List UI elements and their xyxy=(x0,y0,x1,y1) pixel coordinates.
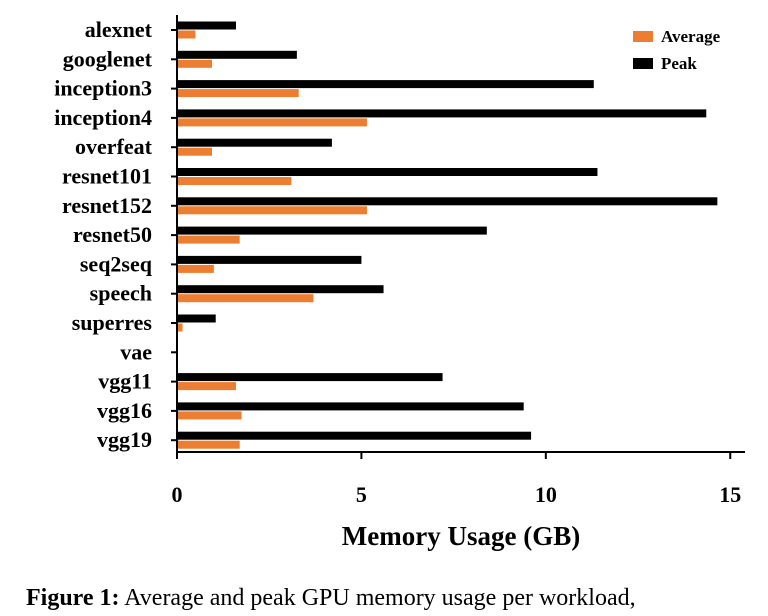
category-label-vgg16: vgg16 xyxy=(97,398,152,423)
average-bar-vgg16 xyxy=(177,411,242,420)
peak-bar-resnet50 xyxy=(177,226,487,235)
peak-bar-alexnet xyxy=(177,21,237,30)
category-labels: alexnet googlenet inception3 inception4 over… xyxy=(54,17,177,452)
category-label-vgg11: vgg11 xyxy=(98,369,152,394)
category-label-vgg19: vgg19 xyxy=(97,427,152,452)
legend-swatch-peak xyxy=(633,58,653,69)
average-bar-resnet101 xyxy=(177,177,292,185)
peak-bar-resnet152 xyxy=(177,197,718,206)
legend-label-average: Average xyxy=(661,27,721,46)
caption-text: Average and peak GPU memory usage per wo… xyxy=(124,585,636,611)
caption-label: Figure 1: xyxy=(26,585,120,611)
figure-caption: Figure 1: Average and peak GPU memory us… xyxy=(26,585,766,612)
x-tick-label-10: 10 xyxy=(535,482,557,507)
peak-bar-superres xyxy=(177,314,216,323)
average-bar-overfeat xyxy=(177,147,213,156)
average-bar-resnet50 xyxy=(177,235,240,244)
category-label-inception3: inception3 xyxy=(54,76,152,101)
category-label-resnet152: resnet152 xyxy=(62,193,152,218)
peak-bar-speech xyxy=(177,285,384,294)
legend-label-peak: Peak xyxy=(661,54,697,73)
average-bar-inception4 xyxy=(177,118,367,127)
peak-bar-inception4 xyxy=(177,109,707,118)
category-label-speech: speech xyxy=(90,281,152,306)
average-bar-googlenet xyxy=(177,59,213,68)
x-axis-title: Memory Usage (GB) xyxy=(342,521,580,551)
category-label-alexnet: alexnet xyxy=(85,17,153,42)
average-bar-resnet152 xyxy=(177,206,367,215)
category-label-vae: vae xyxy=(120,339,152,364)
x-tick-label-15: 15 xyxy=(719,482,741,507)
peak-bar-vgg19 xyxy=(177,431,532,440)
peak-bar-googlenet xyxy=(177,50,297,59)
peak-bar-vgg16 xyxy=(177,402,524,411)
average-bar-superres xyxy=(177,323,183,332)
category-label-overfeat: overfeat xyxy=(75,134,153,159)
category-label-seq2seq: seq2seq xyxy=(80,251,153,276)
peak-bar-vgg11 xyxy=(177,373,443,382)
legend-swatch-average xyxy=(633,31,653,42)
average-bar-alexnet xyxy=(177,30,196,39)
category-label-inception4: inception4 xyxy=(54,105,152,130)
average-bar-seq2seq xyxy=(177,264,214,273)
category-label-superres: superres xyxy=(72,310,153,335)
average-bar-vgg19 xyxy=(177,440,240,449)
bars-group xyxy=(177,21,718,449)
x-tick-label-0: 0 xyxy=(172,482,183,507)
peak-bar-inception3 xyxy=(177,80,594,89)
category-label-resnet50: resnet50 xyxy=(73,222,152,247)
average-bar-inception3 xyxy=(177,89,299,98)
category-label-resnet101: resnet101 xyxy=(62,164,152,189)
average-bar-vgg11 xyxy=(177,382,237,391)
average-bar-speech xyxy=(177,294,314,303)
x-ticks: 0 5 10 15 xyxy=(172,452,741,507)
peak-bar-resnet101 xyxy=(177,168,598,176)
peak-bar-overfeat xyxy=(177,138,332,147)
category-label-googlenet: googlenet xyxy=(63,46,153,71)
peak-bar-seq2seq xyxy=(177,255,362,264)
memory-usage-chart: alexnet googlenet inception3 inception4 over… xyxy=(54,15,745,551)
legend: Average Peak xyxy=(633,27,721,73)
x-tick-label-5: 5 xyxy=(356,482,367,507)
